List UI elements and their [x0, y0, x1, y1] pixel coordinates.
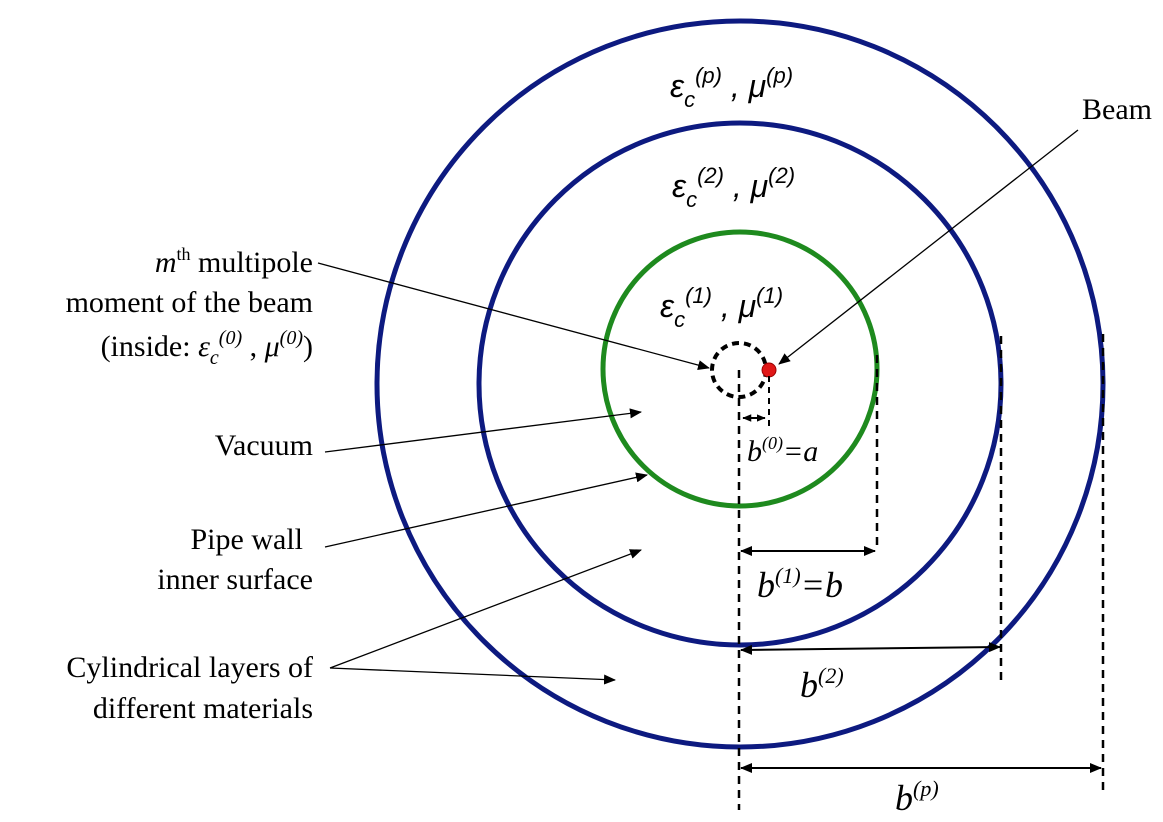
multipole-pointer	[317, 262, 710, 370]
vacuum-label: Vacuum	[215, 429, 313, 462]
b0-label: b(0)=a	[747, 433, 818, 468]
pipe-wall-label-line1: Pipe wall	[191, 523, 304, 556]
layer-2-label: εc(2) , μ(2)	[672, 163, 795, 212]
bp-label: b(p)	[895, 776, 939, 817]
b1-label: b(1)=b	[757, 563, 843, 605]
multipole-label-line3: (inside: εc(0) , μ(0))	[101, 327, 313, 369]
layers-label-line1: Cylindrical layers of	[66, 651, 313, 684]
layers-pointer-lower	[329, 667, 616, 685]
layer-p-label: εc(p) , μ(p)	[670, 63, 793, 112]
beam-dot	[761, 362, 777, 378]
layers-pointer-upper	[329, 549, 642, 669]
pipe-wall-pointer	[324, 472, 648, 548]
layers-label-line2: different materials	[93, 692, 313, 725]
vacuum-pointer	[324, 408, 642, 453]
beam-label: Beam	[1082, 93, 1152, 126]
layer-1-label: εc(1) , μ(1)	[660, 283, 783, 332]
pipe-wall-label-line2: inner surface	[157, 563, 313, 596]
b2-dimension-arrow	[740, 642, 1001, 655]
multipole-label-line2: moment of the beam	[66, 286, 313, 319]
multipole-label-line1: mth multipole	[155, 244, 313, 279]
beam-pointer	[778, 129, 1079, 365]
b2-label: b(2)	[800, 663, 844, 705]
pipe-wall-inner-ring	[600, 229, 880, 509]
